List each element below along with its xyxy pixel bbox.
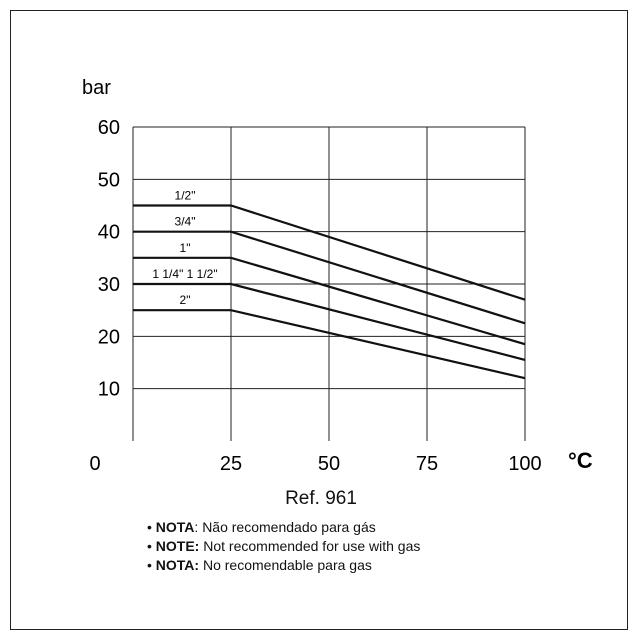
x-tick-label: 100	[508, 453, 541, 475]
series-label: 1"	[180, 241, 191, 255]
series-label: 2"	[180, 293, 191, 307]
grid	[132, 126, 526, 441]
series-label: 1/2"	[175, 189, 196, 203]
x-tick-label: 0	[89, 453, 100, 475]
series-line	[133, 309, 526, 380]
y-tick-label: 40	[98, 222, 120, 244]
note-item: • NOTE: Not recommended for use with gas	[147, 538, 421, 554]
note-text: Not recommended for use with gas	[199, 538, 421, 554]
y-tick-label: 50	[98, 169, 120, 191]
series-line	[133, 282, 526, 361]
series-labels: 1/2" 3/4" 1" 1 1/4" 1 1/2" 2"	[152, 189, 217, 308]
note-item: • NOTA: No recomendable para gas	[147, 557, 372, 573]
note-item: • NOTA: Não recomendado para gás	[147, 519, 376, 535]
x-tick-label: 50	[318, 453, 340, 475]
series-lines	[133, 204, 526, 380]
y-tick-label: 20	[98, 326, 120, 348]
note-label: NOTE:	[155, 538, 200, 554]
series-label: 3/4"	[175, 215, 196, 229]
note-text: : Não recomendado para gás	[194, 519, 376, 535]
y-tick-label: 10	[98, 379, 120, 401]
note-text: No recomendable para gas	[199, 557, 372, 573]
note-label: NOTA:	[155, 557, 200, 573]
notes-list: • NOTA: Não recomendado para gás • NOTE:…	[147, 518, 420, 575]
y-tick-label: 60	[98, 117, 120, 139]
reference-code: Ref. 961	[285, 488, 357, 509]
note-label: NOTA	[155, 519, 195, 535]
y-tick-label: 30	[98, 274, 120, 296]
y-axis-label: bar	[82, 77, 111, 99]
series-label: 1 1/4" 1 1/2"	[152, 267, 217, 281]
x-axis-unit: °C	[568, 448, 593, 473]
series-line	[133, 256, 526, 346]
series-line	[133, 204, 526, 301]
tick-labels: 10 20 30 40 50 60 0 25 50 75 100	[89, 117, 541, 475]
x-tick-label: 25	[220, 453, 242, 475]
pressure-temperature-chart: 1/2" 3/4" 1" 1 1/4" 1 1/2" 2" 10 20 30 40 50 60 0 2…	[82, 77, 593, 475]
x-tick-label: 75	[416, 453, 438, 475]
series-line	[133, 230, 526, 325]
